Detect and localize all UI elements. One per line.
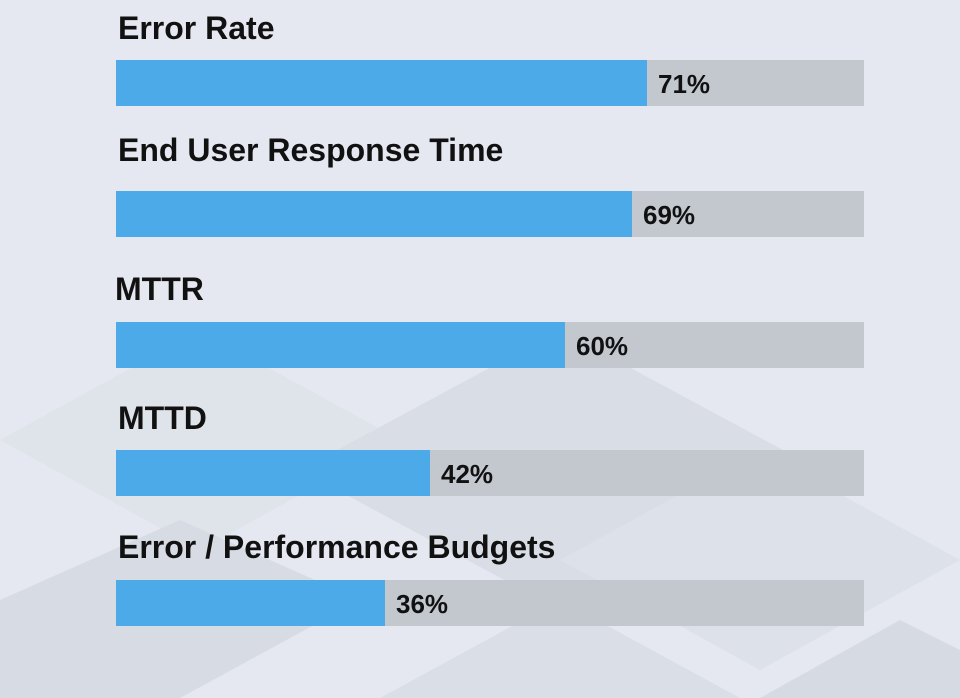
category-label: MTTR — [115, 271, 204, 307]
bar-track: 60% — [116, 322, 864, 368]
bar — [116, 191, 632, 237]
value-label: 69% — [643, 200, 696, 230]
value-label: 71% — [658, 69, 711, 99]
bar-track: 71% — [116, 60, 864, 106]
value-label: 60% — [576, 331, 629, 361]
bar-track: 42% — [116, 450, 864, 496]
category-label: End User Response Time — [118, 132, 504, 168]
bar — [116, 60, 647, 106]
bar — [116, 322, 565, 368]
value-label: 42% — [441, 459, 494, 489]
value-label: 36% — [396, 589, 449, 619]
bar — [116, 580, 385, 626]
bar-track: 69% — [116, 191, 864, 237]
category-label: Error Rate — [118, 10, 275, 46]
category-label: Error / Performance Budgets — [118, 529, 556, 565]
bar — [116, 450, 430, 496]
category-label: MTTD — [118, 400, 207, 436]
bar-track: 36% — [116, 580, 864, 626]
